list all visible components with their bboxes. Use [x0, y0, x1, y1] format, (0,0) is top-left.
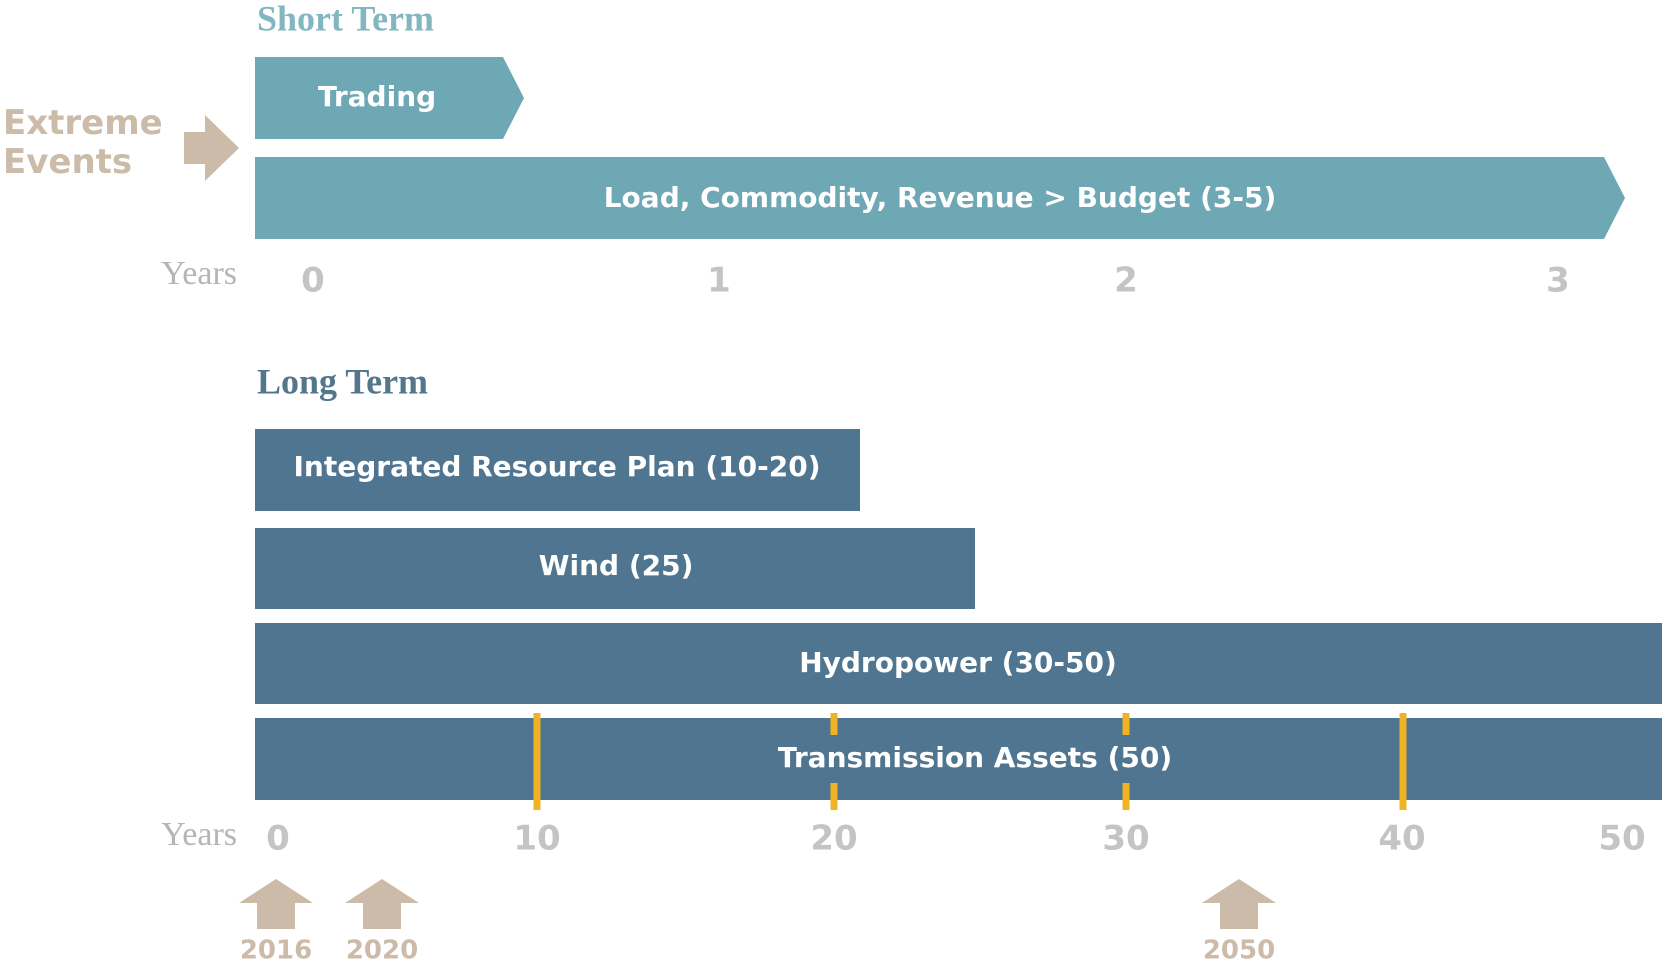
- axis-label: Years: [161, 255, 237, 292]
- tick-label: 40: [1378, 819, 1425, 859]
- milestone-arrow: [239, 879, 313, 929]
- tick-label: 2: [1114, 261, 1138, 301]
- tick-label: 0: [301, 261, 325, 301]
- trading-bar: [255, 57, 524, 139]
- bar-label: Trading: [318, 80, 436, 113]
- side-label: Extreme Events: [3, 103, 163, 182]
- budget-bar: [255, 157, 1625, 239]
- milestone-label: 2020: [346, 936, 418, 966]
- markers: [533, 713, 1407, 810]
- bar-label: Wind (25): [539, 549, 694, 582]
- arrow: [184, 115, 239, 181]
- bar: [255, 528, 975, 609]
- milestone-arrow: [345, 879, 419, 929]
- bar-label: Integrated Resource Plan (10-20): [293, 450, 820, 483]
- tick-label: 50: [1598, 819, 1645, 859]
- tick-label: 0: [266, 819, 290, 859]
- tick-label: 20: [810, 819, 857, 859]
- bar-label: Load, Commodity, Revenue > Budget (3-5): [604, 181, 1277, 214]
- tick-label: 3: [1546, 261, 1570, 301]
- tick-label: 30: [1102, 819, 1149, 859]
- milestone-label: 2016: [240, 936, 312, 966]
- milestone-label: 2050: [1203, 936, 1275, 966]
- bar: [255, 623, 1662, 704]
- section-title: Long Term: [257, 361, 428, 401]
- bar-label: Transmission Assets (50): [778, 741, 1172, 774]
- bar-label: Hydropower (30-50): [799, 646, 1117, 679]
- tick-label: 1: [707, 261, 731, 301]
- bar: [255, 429, 860, 511]
- axis-label: Years: [161, 816, 237, 853]
- tick-label: 10: [513, 819, 560, 859]
- section-title: Short Term: [257, 0, 434, 38]
- milestone-arrow: [1202, 879, 1276, 929]
- bar: [255, 718, 1662, 800]
